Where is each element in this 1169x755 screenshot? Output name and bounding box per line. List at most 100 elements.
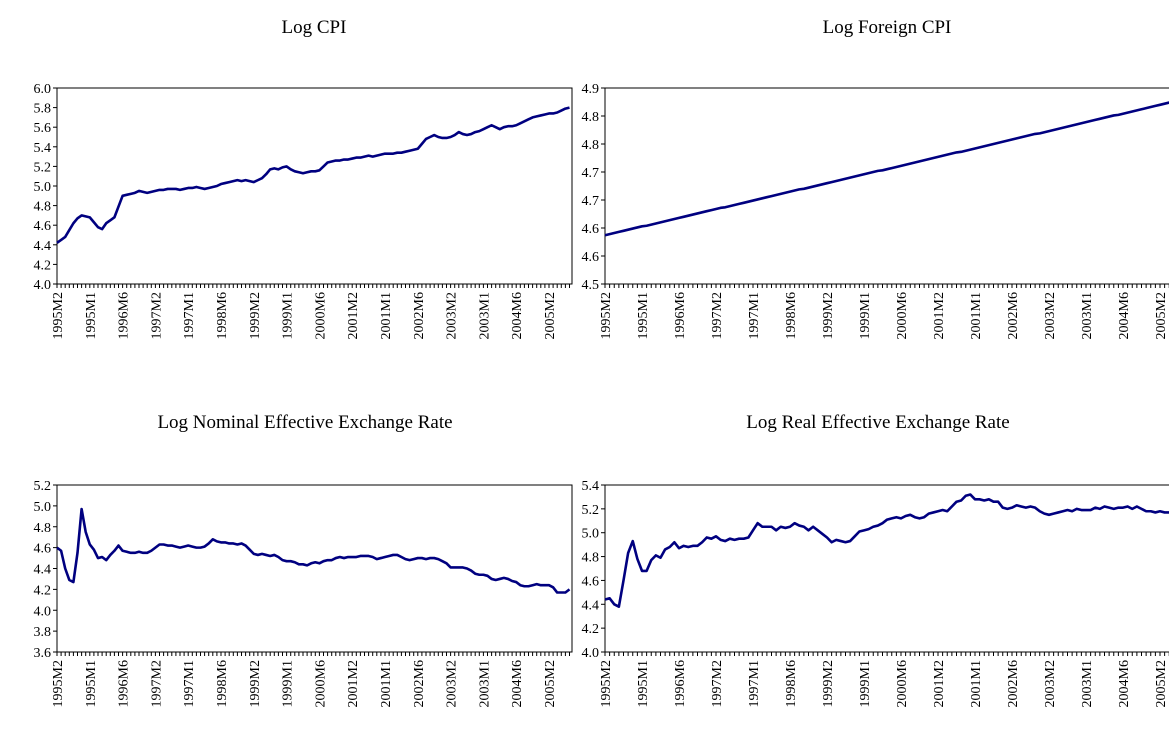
x-tick-label: 2000M6	[895, 660, 910, 707]
y-tick-label: 5.2	[582, 503, 600, 518]
x-tick-label: 2003M2	[445, 660, 460, 707]
y-tick-label: 4.4	[582, 598, 600, 613]
y-tick-label: 5.0	[34, 500, 52, 515]
y-tick-label: 5.0	[34, 180, 52, 195]
y-tick-label: 6.0	[34, 82, 52, 97]
x-tick-label: 2000M6	[313, 660, 328, 707]
y-tick-label: 4.6	[34, 219, 52, 234]
x-tick-label: 2001M2	[346, 292, 361, 339]
x-tick-label: 1999M2	[248, 660, 263, 707]
x-tick-label: 2004M6	[510, 660, 525, 707]
x-tick-label: 1998M6	[215, 660, 230, 707]
x-tick-label: 2001M2	[932, 292, 947, 339]
x-tick-label: 2001M2	[932, 660, 947, 707]
x-tick-label: 1997M1	[182, 660, 197, 707]
plot-frame	[56, 484, 573, 653]
x-tick-label: 1996M6	[673, 660, 688, 707]
x-tick-label: 1997M2	[710, 660, 725, 707]
x-tick-label: 1998M6	[215, 292, 230, 339]
series-line	[604, 493, 1169, 608]
y-tick-label: 4.8	[34, 521, 52, 536]
x-tick-label: 2001M1	[969, 292, 984, 339]
x-tick-label: 2002M6	[1006, 292, 1021, 339]
y-tick-label: 5.0	[582, 527, 600, 542]
x-tick-label: 2003M1	[477, 292, 492, 339]
x-tick-label: 2001M1	[379, 660, 394, 707]
x-tick-label: 1995M1	[84, 292, 99, 339]
x-tick-label: 1999M2	[821, 660, 836, 707]
y-tick-label: 5.2	[34, 479, 52, 494]
x-tick-label: 1999M1	[281, 292, 296, 339]
x-tick-label: 2002M6	[412, 660, 427, 707]
plot-frame	[604, 87, 1169, 285]
y-tick-label: 4.2	[34, 583, 52, 598]
y-tick-label: 4.4	[34, 563, 52, 578]
y-tick-label: 4.7	[582, 166, 600, 181]
x-tick-label: 1995M2	[599, 292, 614, 339]
y-tick-label: 4.0	[582, 646, 600, 661]
x-tick-label: 1999M1	[281, 660, 296, 707]
series-line	[56, 106, 570, 244]
x-tick-label: 1999M2	[248, 292, 263, 339]
x-tick-label: 2000M6	[895, 292, 910, 339]
y-tick-label: 4.7	[582, 194, 600, 209]
x-tick-label: 2001M1	[379, 292, 394, 339]
y-tick-label: 4.2	[582, 622, 600, 637]
x-tick-label: 2005M2	[1154, 660, 1169, 707]
x-tick-label: 1995M2	[599, 660, 614, 707]
x-tick-label: 2002M6	[412, 292, 427, 339]
chart-title: Log Foreign CPI	[823, 17, 952, 38]
y-tick-label: 4.8	[582, 551, 600, 566]
x-tick-label: 2000M6	[313, 292, 328, 339]
x-tick-label: 1995M1	[84, 660, 99, 707]
y-tick-label: 4.6	[582, 222, 600, 237]
x-tick-label: 1995M2	[51, 660, 66, 707]
y-tick-label: 4.6	[582, 250, 600, 265]
y-tick-label: 4.0	[34, 278, 52, 293]
x-tick-label: 1997M1	[747, 292, 762, 339]
x-tick-label: 2003M2	[445, 292, 460, 339]
x-tick-label: 2004M6	[1117, 292, 1132, 339]
x-tick-label: 2005M2	[1154, 292, 1169, 339]
y-tick-label: 5.6	[34, 121, 52, 136]
x-tick-label: 1998M6	[784, 292, 799, 339]
y-tick-label: 5.2	[34, 160, 52, 175]
x-tick-label: 1997M1	[747, 660, 762, 707]
chart-title: Log Nominal Effective Exchange Rate	[157, 412, 452, 433]
x-tick-label: 2003M2	[1043, 292, 1058, 339]
y-tick-label: 4.8	[582, 138, 600, 153]
x-tick-label: 1995M2	[51, 292, 66, 339]
x-tick-label: 2003M2	[1043, 660, 1058, 707]
x-tick-label: 2005M2	[543, 292, 558, 339]
y-tick-label: 4.9	[582, 82, 600, 97]
x-tick-label: 1999M1	[858, 292, 873, 339]
x-tick-label: 2002M6	[1006, 660, 1021, 707]
x-tick-label: 2003M1	[1080, 660, 1095, 707]
x-tick-label: 2001M2	[346, 660, 361, 707]
x-tick-label: 1997M2	[710, 292, 725, 339]
x-tick-label: 1999M2	[821, 292, 836, 339]
x-tick-label: 1999M1	[858, 660, 873, 707]
x-tick-label: 2003M1	[1080, 292, 1095, 339]
y-tick-label: 4.0	[34, 604, 52, 619]
y-tick-label: 4.8	[582, 110, 600, 125]
x-tick-label: 1995M1	[636, 292, 651, 339]
y-tick-label: 4.6	[34, 542, 52, 557]
x-tick-label: 1996M6	[117, 660, 132, 707]
y-tick-label: 4.4	[34, 239, 52, 254]
plot-frame	[56, 87, 573, 285]
x-tick-label: 1998M6	[784, 660, 799, 707]
y-tick-label: 4.2	[34, 258, 52, 273]
x-tick-label: 2004M6	[510, 292, 525, 339]
y-tick-label: 4.8	[34, 200, 52, 215]
chart-title: Log CPI	[282, 17, 347, 38]
chart-title: Log Real Effective Exchange Rate	[746, 412, 1009, 433]
x-tick-label: 1995M1	[636, 660, 651, 707]
y-tick-label: 3.6	[34, 646, 52, 661]
x-tick-label: 2001M1	[969, 660, 984, 707]
x-tick-label: 2004M6	[1117, 660, 1132, 707]
x-tick-label: 1996M6	[117, 292, 132, 339]
x-tick-label: 2003M1	[477, 660, 492, 707]
